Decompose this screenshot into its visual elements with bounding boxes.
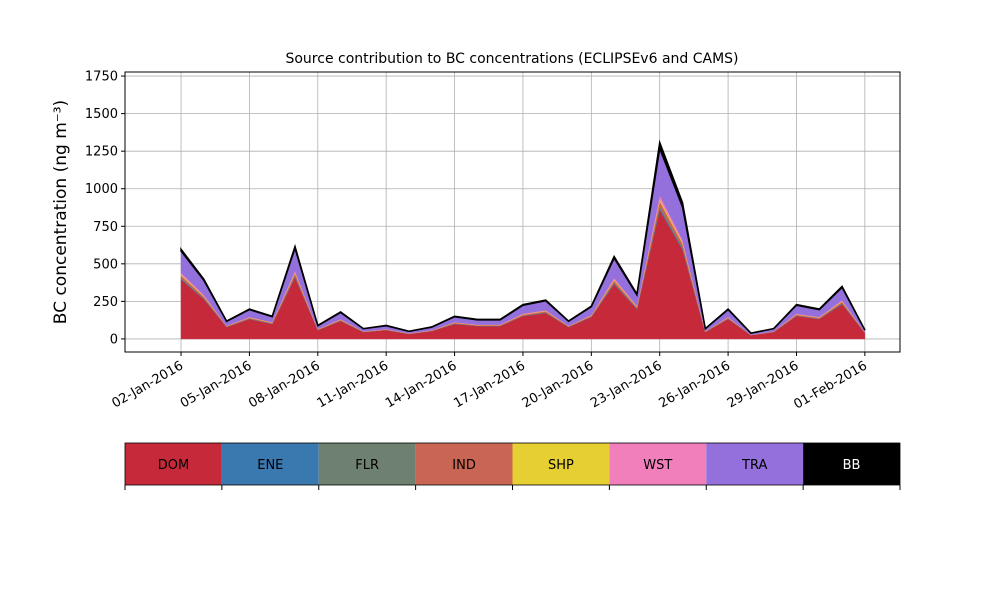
legend-label: TRA xyxy=(741,458,767,473)
legend-swatch xyxy=(318,443,416,485)
x-tick-label: 11-Jan-2016 xyxy=(315,358,392,411)
legend-swatch xyxy=(221,443,319,485)
legend-swatch xyxy=(706,443,804,485)
y-tick-label: 1000 xyxy=(85,182,118,197)
legend-label: DOM xyxy=(158,458,189,473)
x-tick-label: 20-Jan-2016 xyxy=(520,358,597,411)
chart-title: Source contribution to BC concentrations… xyxy=(285,51,738,67)
legend-label: BB xyxy=(843,458,861,473)
x-tick-label: 17-Jan-2016 xyxy=(451,358,528,411)
legend-swatch xyxy=(512,443,610,485)
legend-swatch xyxy=(125,443,222,485)
legend-frame xyxy=(124,442,901,486)
x-tick-label: 29-Jan-2016 xyxy=(725,358,802,411)
plot-frame xyxy=(124,71,901,353)
y-tick-label: 0 xyxy=(110,332,118,347)
y-tick-label: 1750 xyxy=(85,70,118,85)
y-tick-label: 500 xyxy=(93,257,118,272)
y-axis-label: BC concentration (ng m⁻³) xyxy=(51,100,71,324)
y-tick-label: 250 xyxy=(93,295,118,310)
legend-label: ENE xyxy=(257,458,283,473)
x-tick-label: 08-Jan-2016 xyxy=(246,358,323,411)
y-tick-label: 1250 xyxy=(85,145,118,160)
x-tick-label: 02-Jan-2016 xyxy=(109,358,186,411)
x-tick-label: 23-Jan-2016 xyxy=(588,358,665,411)
legend-swatch xyxy=(415,443,513,485)
x-tick-label: 14-Jan-2016 xyxy=(383,358,460,411)
y-tick-label: 1500 xyxy=(85,107,118,122)
x-tick-label: 01-Feb-2016 xyxy=(791,358,870,412)
x-tick-label: 26-Jan-2016 xyxy=(657,358,734,411)
legend-swatch xyxy=(609,443,707,485)
area xyxy=(180,139,866,335)
x-tick-label: 05-Jan-2016 xyxy=(178,358,255,411)
legend-label: SHP xyxy=(548,458,574,473)
legend-label: IND xyxy=(452,458,476,473)
legend-swatch xyxy=(803,443,900,485)
legend-label: FLR xyxy=(355,458,379,473)
y-tick-label: 750 xyxy=(93,220,118,235)
legend-label: WST xyxy=(643,458,672,473)
